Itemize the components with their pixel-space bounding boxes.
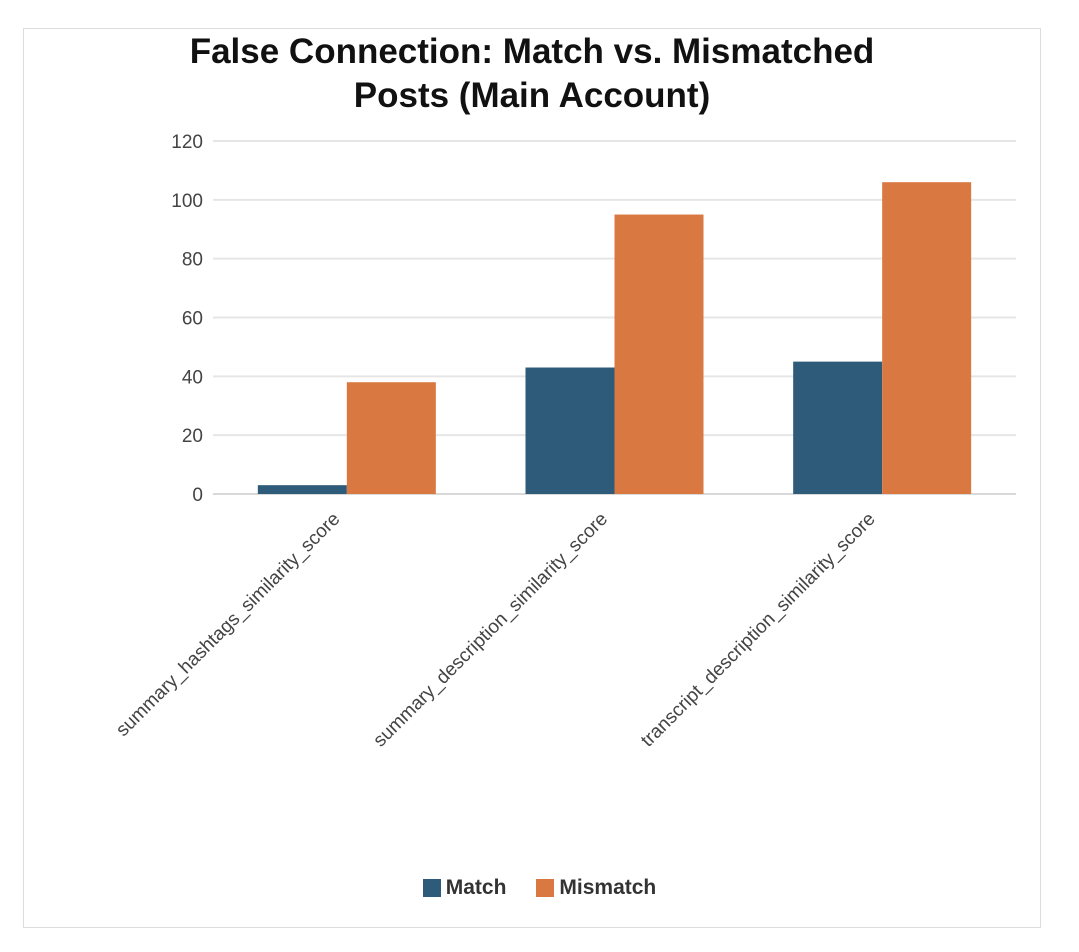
x-tick-label: summary_description_similarity_score [369, 509, 612, 752]
legend-item-match: Match [422, 876, 507, 900]
legend-item-mismatch: Mismatch [536, 876, 656, 900]
x-tick-label: transcript_description_similarity_score [637, 509, 880, 752]
y-tick-label: 40 [182, 367, 203, 388]
bar-mismatch [882, 182, 972, 494]
y-tick-label: 0 [192, 485, 203, 506]
y-tick-label: 60 [182, 309, 203, 330]
chart-title: False Connection: Match vs. Mismatched P… [23, 30, 1041, 118]
legend: Match Mismatch [0, 876, 1079, 900]
x-tick-label: summary_hashtags_similarity_score [112, 509, 344, 741]
bar-match [793, 361, 883, 494]
bar-mismatch [614, 214, 704, 494]
bar-match [257, 485, 347, 494]
bar-mismatch [346, 382, 436, 494]
y-tick-label: 80 [182, 250, 203, 271]
y-axis-tick-labels: 0 20 40 60 80 100 120 [171, 132, 203, 506]
chart-title-line-1: False Connection: Match vs. Mismatched [189, 32, 875, 71]
y-tick-label: 20 [182, 426, 203, 447]
legend-swatch [422, 879, 441, 897]
chart-title-line-2: Posts (Main Account) [353, 76, 711, 115]
y-tick-label: 120 [171, 132, 203, 153]
legend-swatch [536, 879, 555, 897]
legend-label: Mismatch [559, 876, 657, 899]
bar-match [525, 367, 615, 494]
legend-label: Match [445, 876, 507, 899]
x-axis-tick-labels: summary_hashtags_similarity_score summary… [112, 509, 879, 752]
y-tick-label: 100 [171, 191, 203, 212]
bars [257, 182, 972, 494]
